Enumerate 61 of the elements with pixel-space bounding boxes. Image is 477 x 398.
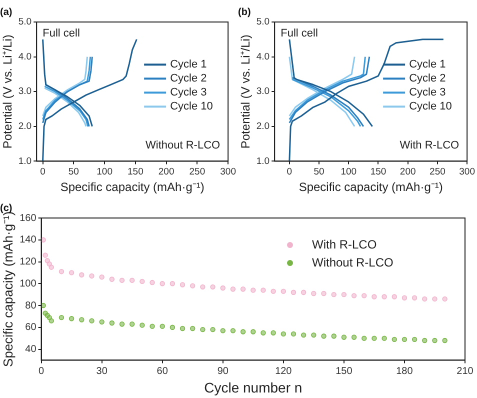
y-tick-label: 120 xyxy=(20,256,37,268)
y-axis-title: Potential (V vs. Li⁺/Li) xyxy=(0,34,15,149)
x-tick-label: 100 xyxy=(340,166,357,178)
y-tick-label: 2.0 xyxy=(256,121,270,132)
x-tick-label: 200 xyxy=(400,166,416,178)
x-tick-label: 250 xyxy=(430,166,446,178)
legend-label: With R-LCO xyxy=(312,237,377,252)
legend-label: Cycle 1 xyxy=(409,58,446,71)
y-tick-label: 1.0 xyxy=(18,156,32,167)
x-tick-label: 180 xyxy=(396,366,414,377)
y-tick-label: 3.0 xyxy=(18,86,32,98)
y-tick-label: 1.0 xyxy=(256,156,270,167)
annotation: With R-LCO xyxy=(400,140,460,152)
legend-label: Cycle 10 xyxy=(409,100,452,113)
x-tick-label: 150 xyxy=(128,166,144,178)
x-tick-label: 50 xyxy=(68,166,79,178)
x-tick-label: 60 xyxy=(156,366,168,377)
x-tick-label: 210 xyxy=(456,366,474,377)
y-tick-label: 160 xyxy=(20,212,37,224)
x-tick-label: 120 xyxy=(275,366,292,377)
x-tick-label: 150 xyxy=(370,166,386,178)
y-tick-label: 4.0 xyxy=(18,51,32,62)
annotation: Without R-LCO xyxy=(145,140,221,152)
legend-label: Cycle 3 xyxy=(170,86,207,99)
legend-label: Cycle 2 xyxy=(409,72,446,85)
y-tick-label: 5.0 xyxy=(18,16,32,28)
y-tick-label: 4.0 xyxy=(256,51,270,62)
x-tick-label: 100 xyxy=(96,166,112,178)
x-axis-title: Specific capacity (mAh·g⁻¹) xyxy=(298,180,443,194)
y-tick-label: 2.0 xyxy=(18,121,32,132)
x-tick-label: 200 xyxy=(158,166,174,178)
x-tick-label: 0 xyxy=(286,166,292,178)
x-tick-label: 0 xyxy=(38,366,45,377)
annotation: Full cell xyxy=(42,28,80,40)
x-tick-label: 90 xyxy=(217,366,229,377)
x-tick-label: 30 xyxy=(96,366,108,377)
y-tick-label: 100 xyxy=(20,278,37,290)
legend-label: Cycle 3 xyxy=(409,86,446,99)
chart-title: (c) xyxy=(0,202,12,214)
y-axis-title: Potential (V vs. Li⁺/Li) xyxy=(238,34,253,149)
x-axis-title: Specific capacity (mAh·g⁻¹) xyxy=(60,180,204,194)
legend-label: Cycle 10 xyxy=(170,100,213,113)
x-tick-label: 150 xyxy=(336,366,353,377)
legend-label: Cycle 1 xyxy=(170,58,207,71)
y-tick-label: 40 xyxy=(25,344,37,356)
x-tick-label: 50 xyxy=(314,166,324,178)
x-tick-label: 300 xyxy=(220,166,236,178)
x-tick-label: 0 xyxy=(40,166,46,178)
chart-title: (b) xyxy=(238,6,251,18)
y-tick-label: 60 xyxy=(25,322,37,334)
legend-label: Cycle 2 xyxy=(170,72,207,85)
x-axis-title: Cycle number n xyxy=(204,379,302,396)
chart-title: (a) xyxy=(0,6,12,18)
y-tick-label: 140 xyxy=(20,234,37,246)
x-tick-label: 250 xyxy=(189,166,206,178)
y-tick-label: 3.0 xyxy=(256,86,270,98)
y-tick-label: 5.0 xyxy=(256,16,270,28)
x-tick-label: 300 xyxy=(459,166,476,178)
y-tick-label: 80 xyxy=(25,300,37,312)
legend-label: Without R-LCO xyxy=(312,255,394,270)
annotation: Full cell xyxy=(280,28,318,40)
